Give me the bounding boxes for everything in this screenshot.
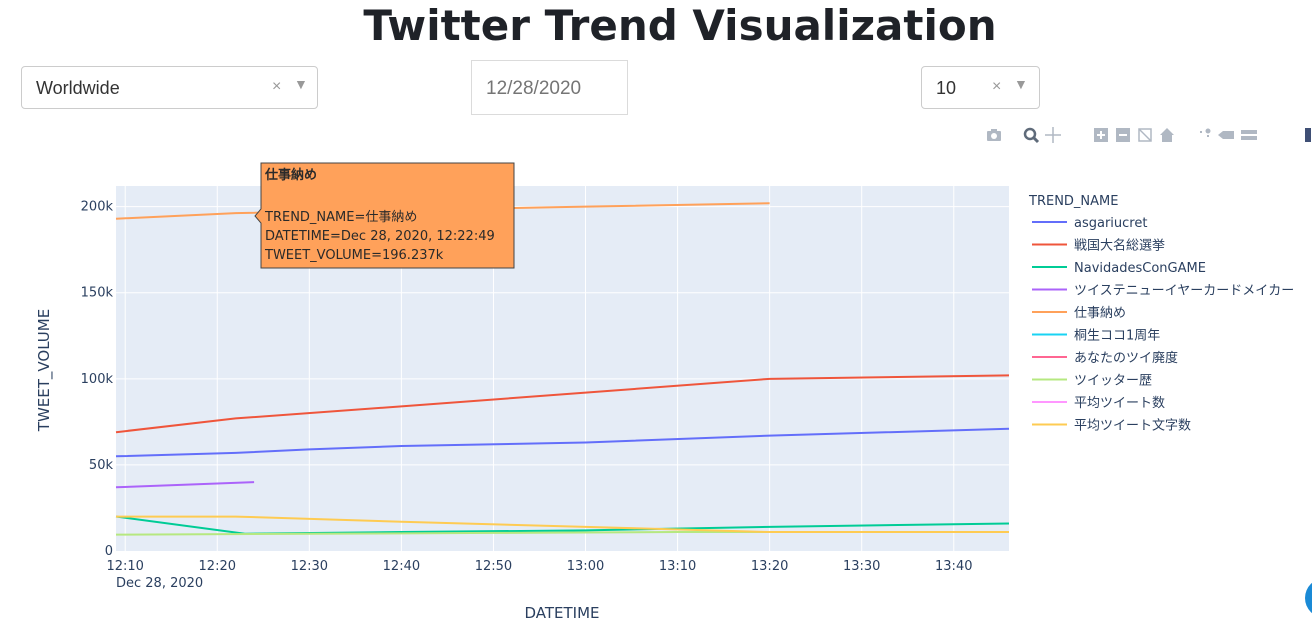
legend-label: 平均ツイート文字数	[1074, 419, 1191, 434]
x-tick-label: 12:50	[475, 559, 512, 574]
y-tick-label: 50k	[89, 458, 114, 473]
legend-label: ツイステニューイヤーカードメイカー	[1074, 284, 1294, 299]
x-tick-label: 13:40	[935, 559, 972, 574]
series-line-9[interactable]	[116, 515, 1009, 534]
chevron-down-icon[interactable]: ▼	[294, 76, 308, 92]
legend-item[interactable]: 平均ツイート数	[1032, 396, 1165, 411]
chevron-down-icon[interactable]: ▼	[1014, 76, 1028, 92]
series-line-3[interactable]	[115, 481, 255, 489]
plotly-logo-icon[interactable]	[1305, 126, 1311, 144]
legend-label: ツイッター歴	[1074, 374, 1152, 389]
legend-title: TREND_NAME	[1028, 194, 1118, 209]
date-picker[interactable]: 12/28/2020	[471, 60, 628, 115]
autoscale-icon[interactable]	[1136, 126, 1154, 144]
count-value: 10	[936, 78, 957, 98]
hover-tooltip: 仕事納め TREND_NAME=仕事納め DATETIME=Dec 28, 20…	[254, 162, 515, 269]
hover-closest-icon[interactable]	[1217, 126, 1235, 144]
legend-item[interactable]: 戦国大名総選挙	[1032, 238, 1165, 254]
y-tick-label: 200k	[81, 200, 114, 215]
y-tick-label: 100k	[81, 372, 114, 387]
y-axis-title: TWEET_VOLUME	[35, 309, 54, 432]
legend-label: 平均ツイート数	[1074, 396, 1165, 411]
clear-icon[interactable]: ×	[272, 78, 282, 95]
legend-label: NavidadesConGAME	[1074, 261, 1206, 276]
plot-area[interactable]	[116, 186, 1009, 551]
legend-item[interactable]: あなたのツイ廃度	[1032, 350, 1178, 366]
series-line-0[interactable]	[115, 427, 1010, 458]
x-date-label: Dec 28, 2020	[116, 576, 203, 591]
page-title: Twitter Trend Visualization	[363, 1, 997, 50]
legend-label: 桐生ココ1周年	[1074, 329, 1160, 344]
zoom-icon[interactable]	[1022, 126, 1040, 144]
series-line-1[interactable]	[115, 374, 1010, 434]
tooltip-title: 仕事納め	[264, 167, 317, 183]
y-tick-label: 0	[105, 544, 113, 559]
x-tick-label: 13:00	[567, 559, 604, 574]
help-bubble[interactable]	[1305, 578, 1312, 618]
zoom-out-icon[interactable]	[1114, 126, 1132, 144]
y-tick-label: 150k	[81, 286, 114, 301]
camera-icon[interactable]	[985, 126, 1003, 144]
legend-item[interactable]: ツイッター歴	[1032, 374, 1152, 389]
pan-icon[interactable]	[1044, 126, 1062, 144]
x-tick-label: 12:10	[106, 559, 143, 574]
location-dropdown[interactable]: Worldwide × ▼	[21, 66, 318, 109]
tooltip-datetime: DATETIME=Dec 28, 2020, 12:22:49	[265, 229, 495, 244]
tooltip-volume: TWEET_VOLUME=196.237k	[264, 248, 444, 263]
legend-label: asgariucret	[1074, 216, 1147, 231]
x-tick-label: 13:10	[659, 559, 696, 574]
date-value: 12/28/2020	[486, 78, 582, 99]
tooltip-box	[254, 162, 515, 269]
tooltip-trend: TREND_NAME=仕事納め	[264, 210, 417, 225]
x-tick-label: 12:20	[199, 559, 236, 574]
location-value: Worldwide	[36, 78, 120, 98]
count-dropdown[interactable]: 10 × ▼	[921, 66, 1040, 109]
x-tick-label: 12:30	[291, 559, 328, 574]
legend-item[interactable]: 平均ツイート文字数	[1032, 419, 1191, 434]
series-line-2[interactable]	[115, 515, 1010, 535]
legend-item[interactable]: asgariucret	[1032, 216, 1147, 231]
legend-item[interactable]: NavidadesConGAME	[1032, 261, 1206, 276]
x-tick-label: 12:40	[383, 559, 420, 574]
legend-label: 戦国大名総選挙	[1074, 238, 1165, 254]
reset-axes-icon[interactable]	[1158, 126, 1176, 144]
legend-label: 仕事納め	[1074, 306, 1126, 321]
legend-label: あなたのツイ廃度	[1074, 350, 1178, 366]
clear-icon[interactable]: ×	[992, 78, 1002, 95]
legend-item[interactable]: 桐生ココ1周年	[1032, 329, 1160, 344]
spike-lines-icon[interactable]	[1195, 126, 1213, 144]
x-tick-label: 13:20	[751, 559, 788, 574]
x-axis-title: DATETIME	[524, 604, 599, 622]
legend-item[interactable]: ツイステニューイヤーカードメイカー	[1032, 284, 1294, 299]
legend-item[interactable]: 仕事納め	[1032, 306, 1126, 321]
x-tick-label: 13:30	[843, 559, 880, 574]
hover-compare-icon[interactable]	[1239, 126, 1257, 144]
zoom-in-icon[interactable]	[1092, 126, 1110, 144]
